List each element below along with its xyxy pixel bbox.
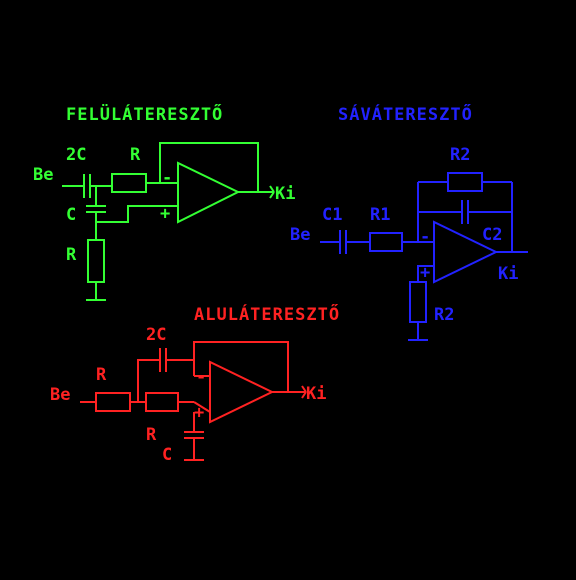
lp-output-arrow-a [301, 385, 307, 393]
hp-cap2-label: C [66, 205, 76, 225]
lp-plus-label: + [194, 403, 204, 423]
bandpass-title: SÁVÁTERESZTŐ [338, 103, 473, 125]
highpass-labels: FELÜLÁTERESZTŐ 2C R Be C R - + Ki [33, 103, 295, 265]
hp-wire-plus [96, 205, 178, 223]
lp-cap-gnd-label: C [162, 445, 172, 465]
lp-minus-label: - [196, 367, 206, 387]
hp-output-arrow-b [269, 191, 275, 199]
hp-plus-label: + [160, 204, 170, 224]
hp-minus-label: - [162, 168, 172, 188]
lp-input-label: Be [50, 385, 70, 405]
bp-cap-fb-label: C2 [482, 225, 502, 245]
hp-res1-label: R [130, 145, 141, 165]
bp-output-label: Ki [498, 264, 518, 284]
hp-input-label: Be [33, 165, 53, 185]
bp-input-label: Be [290, 225, 310, 245]
bp-res1-label: R1 [370, 205, 390, 225]
bandpass-circuit [320, 172, 528, 341]
lowpass-title: ALULÁTERESZTŐ [194, 303, 340, 325]
bp-cap1-label: C1 [322, 205, 342, 225]
lp-cap-fb-label: 2C [146, 325, 166, 345]
lowpass-labels: ALULÁTERESZTŐ 2C R Be - + Ki R C [50, 303, 340, 465]
hp-feedback-wire [159, 142, 259, 192]
lp-res1-label: R [96, 365, 107, 385]
highpass-circuit [62, 142, 275, 301]
lp-res2-label: R [146, 425, 157, 445]
lp-opamp [209, 360, 275, 424]
lp-wire-plus-in [193, 401, 211, 413]
hp-cap1-label: 2C [66, 145, 86, 165]
lp-wire-node-cap [137, 359, 160, 402]
lp-output-label: Ki [306, 384, 326, 404]
bp-wire-plus [417, 265, 434, 282]
bp-res-fb-label: R2 [450, 145, 470, 165]
bp-res-gnd-label: R2 [434, 305, 454, 325]
highpass-title: FELÜLÁTERESZTŐ [66, 103, 223, 125]
hp-res2-label: R [66, 245, 77, 265]
lp-feedback-wire [193, 341, 289, 392]
lowpass-circuit [80, 341, 307, 461]
hp-output-arrow-a [269, 185, 275, 193]
bp-plus-label: + [420, 263, 430, 283]
bp-opamp [433, 220, 499, 284]
hp-output-label: Ki [275, 184, 295, 204]
bp-minus-label: - [420, 227, 430, 247]
hp-opamp [177, 161, 241, 224]
bandpass-labels: SÁVÁTERESZTŐ R2 C1 R1 Be C2 - + Ki R2 [290, 103, 518, 325]
lp-output-arrow-b [301, 391, 307, 399]
